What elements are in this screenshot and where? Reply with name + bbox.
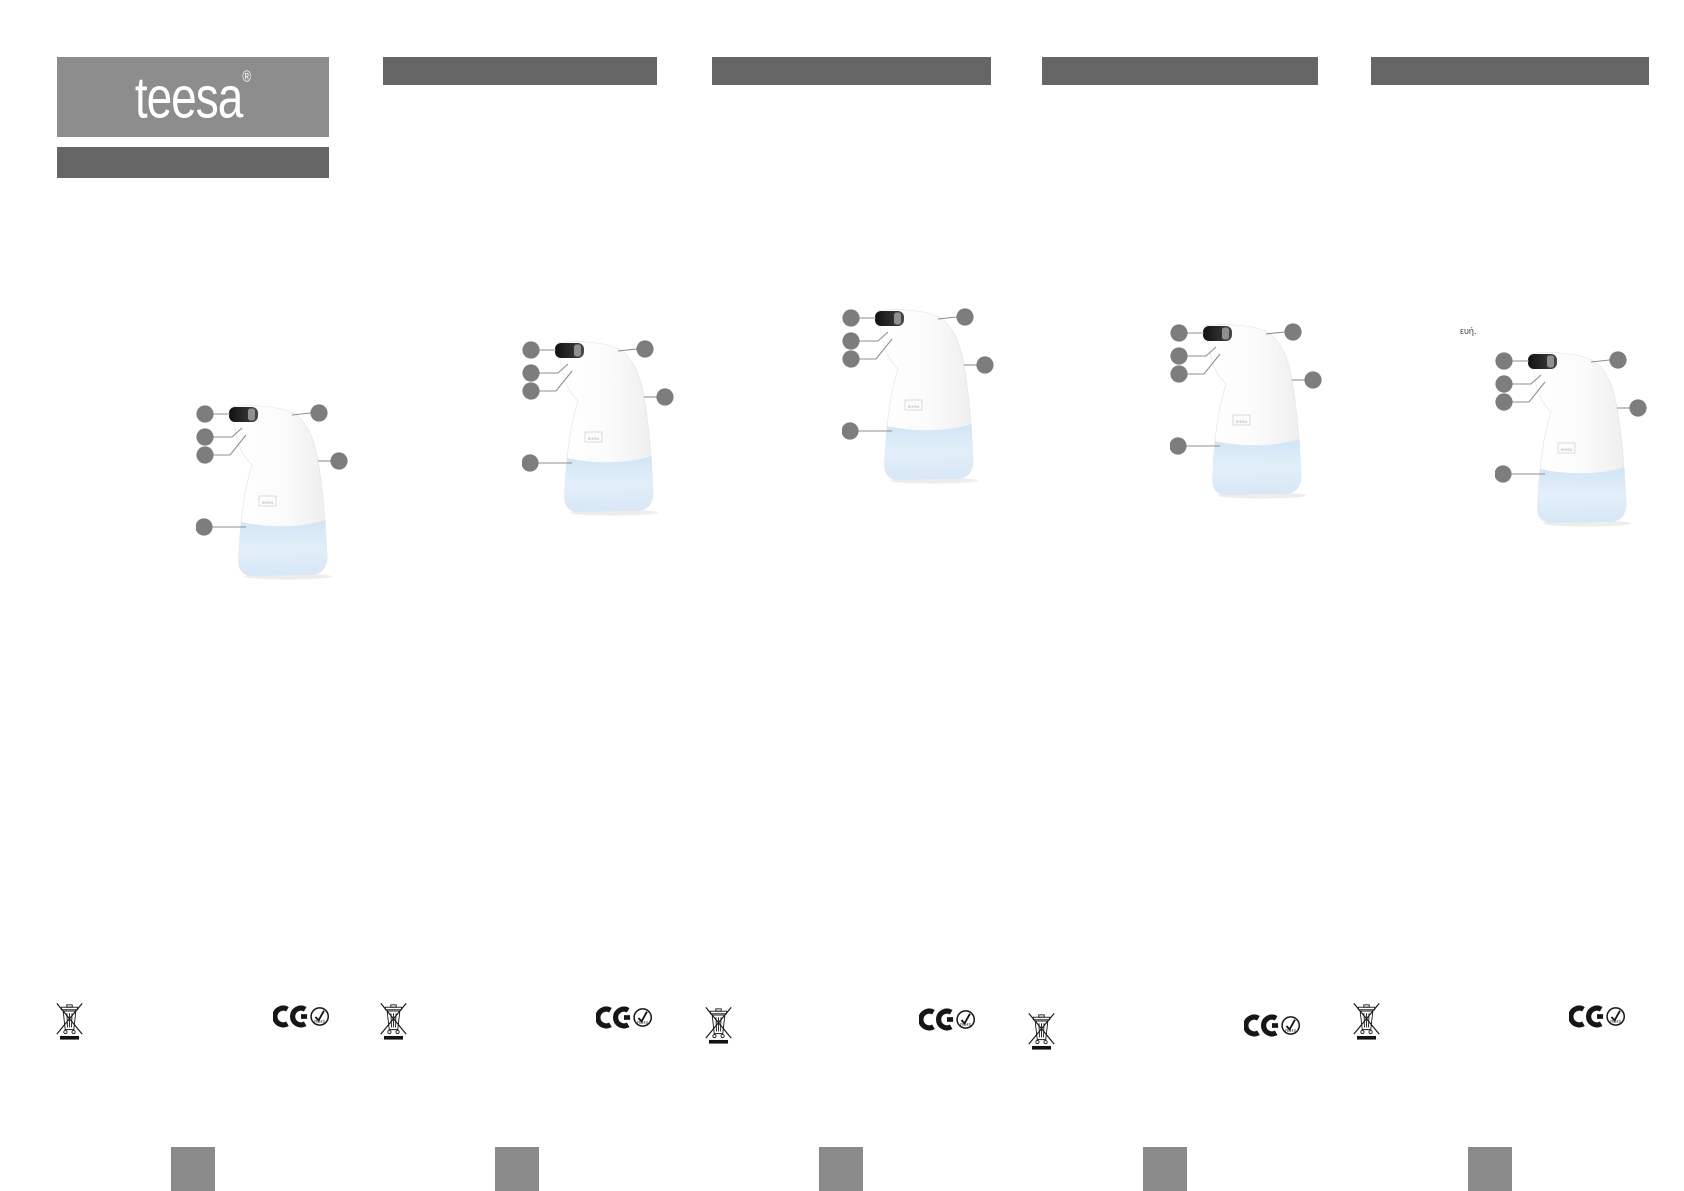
page-number-box [171,1147,215,1191]
product-figure-page3 [842,308,994,484]
greek-text-fragment: ευή. [1460,326,1477,336]
weee-icon [1352,1001,1381,1041]
section-header-bar-2 [383,57,657,85]
registered-trademark-symbol: ® [242,67,252,86]
ce-rohs-icon [273,1004,329,1029]
section-header-bar-4 [1042,57,1318,85]
weee-icon [704,1005,733,1045]
ce-rohs-icon [1569,1004,1625,1029]
weee-icon [55,1001,84,1041]
brand-logo-text: teesa® [135,68,251,127]
brand-name: teesa [134,63,244,131]
weee-icon [1027,1011,1056,1051]
page-number-box [1143,1147,1187,1191]
page-number-box [1468,1147,1512,1191]
ce-rohs-icon [596,1005,652,1030]
section-header-bar-5 [1371,57,1649,85]
ce-rohs-icon [919,1007,975,1032]
ce-rohs-icon [1244,1013,1300,1038]
page-number-box [495,1147,539,1191]
section-header-bar-3 [712,57,991,85]
product-figure-page1 [196,404,348,580]
weee-icon [379,1001,408,1041]
page-number-box [819,1147,863,1191]
product-figure-page2 [522,340,674,516]
product-figure-page4 [1170,323,1322,499]
product-figure-page5 [1495,351,1647,527]
brand-subtitle-bar [57,147,329,178]
brand-logo-box: teesa® [57,57,329,137]
